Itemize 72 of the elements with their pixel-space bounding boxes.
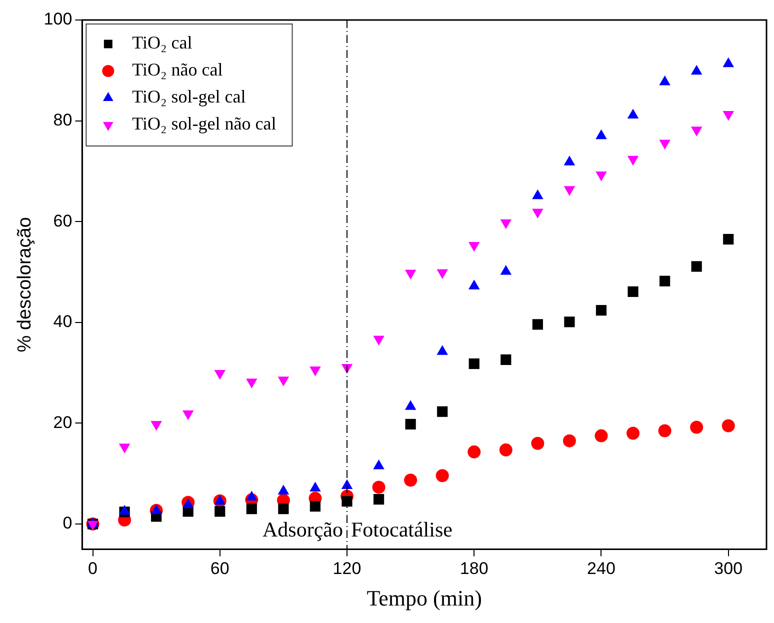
point [404,474,418,487]
point [342,496,352,507]
x-axis-title: Tempo (min) [366,586,482,611]
point [468,445,481,458]
point [626,426,640,440]
point [468,358,480,370]
point [372,480,386,494]
point [722,111,734,121]
x-tick-label: 0 [88,559,98,578]
point [310,366,321,376]
y-axis-title: % descoloração [14,217,36,352]
point [564,186,576,196]
point [596,305,607,316]
point [150,504,162,514]
point [723,234,734,245]
legend-label: TiO₂ sol-gel não cal [132,114,276,134]
point [532,208,544,219]
x-tick-label: 60 [210,559,230,578]
point [594,429,608,442]
point [499,443,512,456]
point [690,126,702,136]
point [722,419,735,432]
point [660,276,670,286]
point [373,336,384,346]
y-tick-label: 0 [62,514,72,533]
point [532,319,543,330]
point [562,434,576,448]
point [690,420,704,434]
x-tick-label: 180 [460,559,488,578]
point [468,242,480,252]
point [436,269,448,280]
point [373,494,384,505]
point [627,156,639,166]
point [596,171,607,182]
point [246,490,258,501]
point [118,504,130,515]
point [214,494,226,505]
x-tick-label: 300 [714,559,743,578]
legend-label: TiO₂ sol-gel cal [132,86,246,107]
y-tick-label: 20 [53,412,72,432]
point [500,219,512,230]
annotation: Fotocatálise [351,518,452,542]
point [214,506,226,517]
annotation: Adsorção [262,518,343,542]
point [691,261,702,272]
point [405,418,416,430]
point [310,501,321,512]
point [564,316,575,328]
legend-label: TiO₂ não cal [132,60,223,80]
y-tick-label: 60 [53,211,72,230]
point [246,378,258,388]
y-tick-label: 80 [53,110,72,130]
point [246,504,257,514]
y-tick-label: 100 [44,10,72,29]
point [436,469,449,482]
y-tick-label: 40 [53,312,72,332]
point [278,376,290,386]
legend-label: TiO₂ cal [132,32,192,53]
point [437,406,448,417]
point [659,140,670,150]
point [531,436,544,450]
point [214,370,226,380]
x-tick-label: 240 [587,559,616,578]
point [500,354,512,365]
point [658,424,672,438]
point [404,270,416,280]
point [182,498,194,508]
point [628,286,638,297]
point [182,410,194,420]
point [278,504,289,514]
x-tick-label: 120 [332,559,362,578]
point [150,420,162,431]
